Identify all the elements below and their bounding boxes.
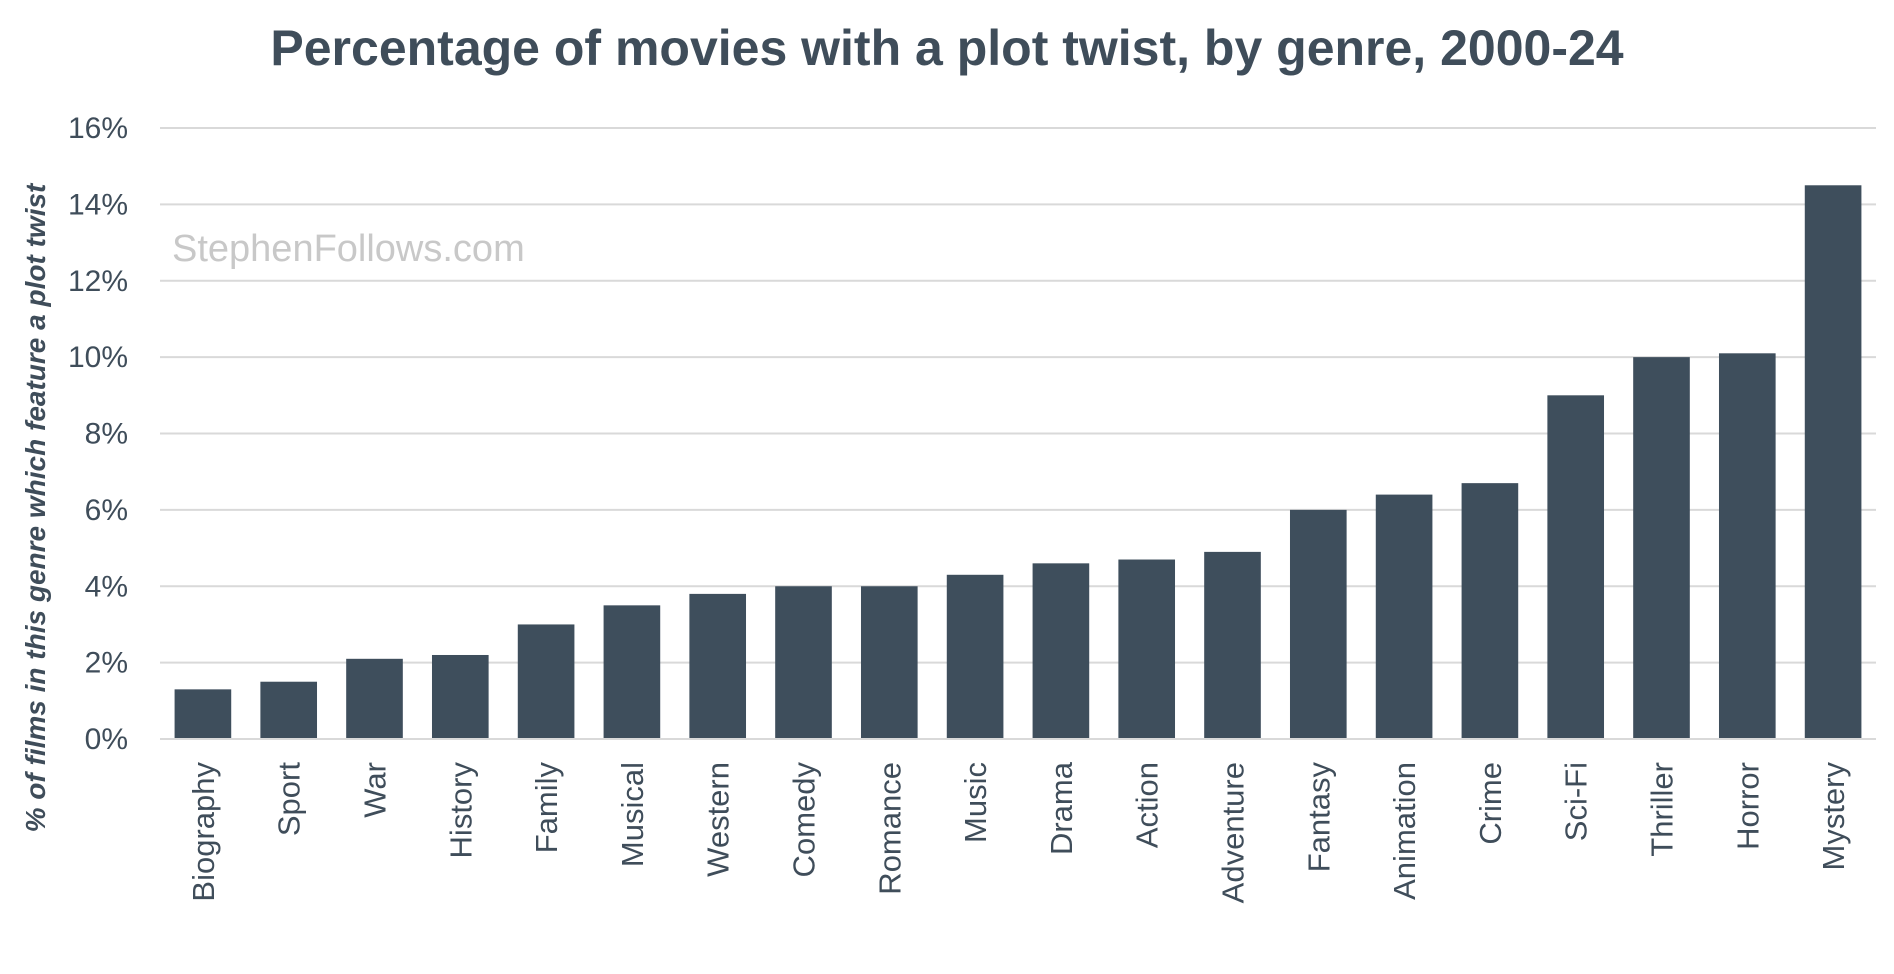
x-tick-label: Music <box>958 762 993 843</box>
x-tick-label: Thriller <box>1645 762 1680 857</box>
bar-adventure <box>1204 551 1261 739</box>
y-tick-label: 6% <box>85 494 128 527</box>
x-tick-label: Adventure <box>1216 762 1251 903</box>
bar-romance <box>860 586 918 739</box>
bar-biography <box>174 689 232 739</box>
bar-sci-fi <box>1547 395 1605 739</box>
x-tick-label: Romance <box>872 762 907 895</box>
x-tick-label: Sci-Fi <box>1559 762 1594 841</box>
x-tick-label: Crime <box>1473 762 1508 845</box>
x-tick-label: Sport <box>272 762 307 836</box>
x-tick-label: War <box>358 762 393 818</box>
y-tick-label: 8% <box>85 418 128 451</box>
y-tick-label: 2% <box>85 647 128 680</box>
x-tick-label: Drama <box>1044 761 1079 855</box>
bar-music <box>946 574 1004 739</box>
bar-family <box>517 624 575 739</box>
bar-history <box>431 654 489 739</box>
x-tick-label: Comedy <box>787 762 822 878</box>
y-axis-label: % of films in this genre which feature a… <box>20 182 51 832</box>
bar-fantasy <box>1289 509 1347 739</box>
x-tick-label: Family <box>529 762 564 854</box>
y-tick-label: 0% <box>85 723 128 756</box>
x-tick-label: Fantasy <box>1301 762 1336 873</box>
y-tick-label: 12% <box>68 265 128 298</box>
bars <box>174 185 1862 739</box>
bar-war <box>346 658 403 739</box>
bar-comedy <box>775 586 832 739</box>
y-tick-label: 4% <box>85 570 128 603</box>
x-tick-label: History <box>443 762 478 859</box>
y-axis-ticks: 0% 2% 4% 6% 8% 10% 12% 14% 16% <box>68 112 128 756</box>
bar-horror <box>1718 353 1776 739</box>
bar-drama <box>1032 563 1090 739</box>
y-tick-label: 14% <box>68 188 128 221</box>
watermark: StephenFollows.com <box>172 228 525 270</box>
bar-action <box>1118 559 1176 739</box>
x-tick-label: Western <box>701 762 736 877</box>
bar-sport <box>260 681 318 739</box>
bar-animation <box>1375 494 1433 739</box>
y-tick-label: 16% <box>68 112 128 145</box>
x-tick-label: Musical <box>615 762 650 867</box>
x-axis-category-labels: Biography Sport War History Family Musical Wes… <box>186 761 1851 903</box>
bar-western <box>689 593 747 739</box>
bar-musical <box>603 605 661 739</box>
x-tick-label: Mystery <box>1816 762 1851 871</box>
chart-title: Percentage of movies with a plot twist, … <box>270 20 1623 76</box>
bar-thriller <box>1633 357 1690 739</box>
x-tick-label: Horror <box>1730 762 1765 850</box>
y-tick-label: 10% <box>68 341 128 374</box>
x-tick-label: Biography <box>186 762 221 902</box>
gridlines <box>160 127 1876 740</box>
x-tick-label: Action <box>1130 762 1165 848</box>
bar-mystery <box>1804 185 1862 739</box>
bar-crime <box>1461 483 1519 739</box>
x-tick-label: Animation <box>1387 762 1422 900</box>
